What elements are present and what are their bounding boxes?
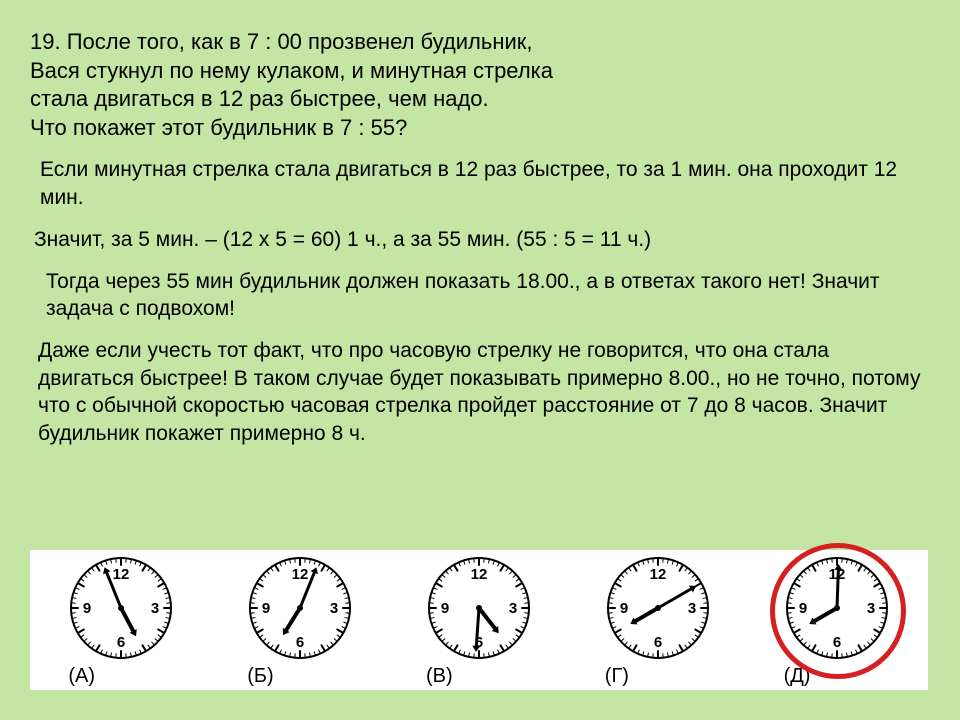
option-a: 12 3 6 9 (А): [66, 553, 176, 688]
answer-options-strip: 12369 (А) 12369 (Б) 12369 (В) 12369 (Г) …: [30, 550, 928, 690]
svg-text:12: 12: [113, 566, 130, 583]
svg-text:12: 12: [471, 566, 488, 583]
option-label: (Б): [245, 665, 273, 688]
solution-step-3: Тогда через 55 мин будильник должен пока…: [30, 268, 930, 323]
option-d: 12 3 6 9 (Г): [603, 553, 713, 688]
svg-text:3: 3: [509, 600, 517, 617]
svg-text:3: 3: [866, 600, 874, 617]
clock-face-d: 12 3 6 9: [603, 553, 713, 663]
svg-text:9: 9: [620, 600, 628, 617]
svg-text:12: 12: [292, 566, 309, 583]
solution-step-4: Даже если учесть тот факт, что про часов…: [30, 337, 930, 448]
problem-line: 19. После того, как в 7 : 00 прозвенел б…: [30, 28, 930, 57]
svg-text:9: 9: [83, 600, 91, 617]
problem-line: Вася стукнул по нему кулаком, и минутная…: [30, 57, 930, 86]
clock-face-c: 12369: [424, 553, 534, 663]
svg-text:6: 6: [654, 634, 662, 651]
option-label: (А): [66, 665, 95, 688]
svg-text:9: 9: [441, 600, 449, 617]
option-e: 12369 (Д): [782, 553, 892, 688]
svg-text:3: 3: [330, 600, 338, 617]
option-label: (В): [424, 665, 453, 688]
option-c: 12369 (В): [424, 553, 534, 688]
solution-step-1: Если минутная стрелка стала двигаться в …: [30, 156, 930, 211]
svg-text:3: 3: [688, 600, 696, 617]
svg-text:6: 6: [296, 634, 304, 651]
problem-line: стала двигаться в 12 раз быстрее, чем на…: [30, 85, 930, 114]
svg-text:6: 6: [117, 634, 125, 651]
svg-text:3: 3: [151, 600, 159, 617]
option-label: (Д): [782, 665, 811, 688]
problem-text: 19. После того, как в 7 : 00 прозвенел б…: [30, 28, 930, 142]
svg-text:9: 9: [798, 600, 806, 617]
clock-face-a: 12 3 6 9: [66, 553, 176, 663]
problem-line: Что покажет этот будильник в 7 : 55?: [30, 114, 930, 143]
svg-text:6: 6: [832, 634, 840, 651]
svg-text:9: 9: [262, 600, 270, 617]
clock-face-e: 12369: [782, 553, 892, 663]
solution-step-2: Значит, за 5 мин. – (12 х 5 = 60) 1 ч., …: [30, 226, 930, 254]
option-label: (Г): [603, 665, 629, 688]
svg-text:12: 12: [649, 566, 666, 583]
option-b: 12 3 6 9 (Б): [245, 553, 355, 688]
clock-face-b: 12 3 6 9: [245, 553, 355, 663]
